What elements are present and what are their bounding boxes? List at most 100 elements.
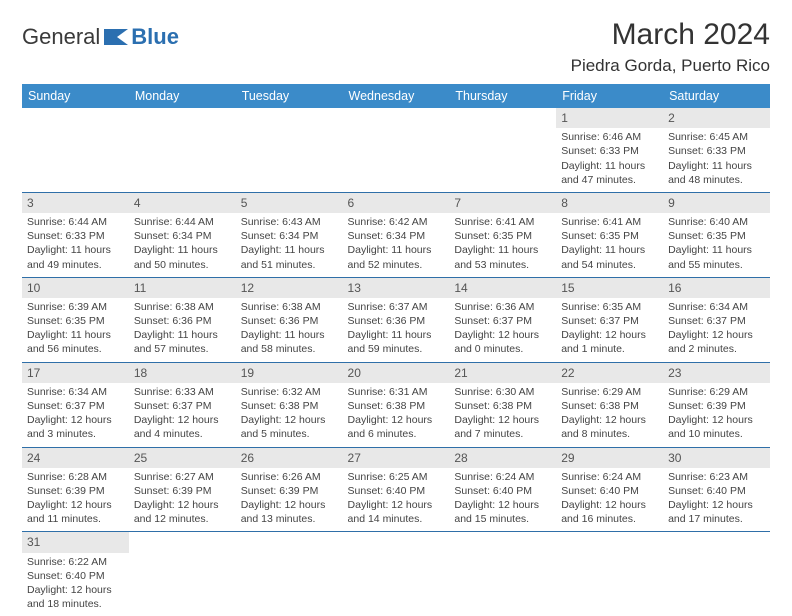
day-number: [343, 108, 450, 128]
sunset-text: Sunset: 6:40 PM: [348, 484, 445, 498]
sunset-text: Sunset: 6:35 PM: [454, 229, 551, 243]
sunset-text: Sunset: 6:38 PM: [348, 399, 445, 413]
calendar-cell: 15Sunrise: 6:35 AMSunset: 6:37 PMDayligh…: [556, 277, 663, 362]
flag-icon: [103, 28, 129, 46]
calendar-cell: [449, 108, 556, 192]
calendar-row: 24Sunrise: 6:28 AMSunset: 6:39 PMDayligh…: [22, 447, 770, 532]
day-number: 25: [129, 448, 236, 468]
daylight-text: Daylight: 12 hours and 14 minutes.: [348, 498, 445, 526]
daylight-text: Daylight: 11 hours and 57 minutes.: [134, 328, 231, 356]
sunrise-text: Sunrise: 6:38 AM: [241, 300, 338, 314]
calendar-cell: 30Sunrise: 6:23 AMSunset: 6:40 PMDayligh…: [663, 447, 770, 532]
calendar-table: Sunday Monday Tuesday Wednesday Thursday…: [22, 84, 770, 616]
sunset-text: Sunset: 6:39 PM: [27, 484, 124, 498]
calendar-cell: [343, 532, 450, 616]
day-number: 8: [556, 193, 663, 213]
day-number: 23: [663, 363, 770, 383]
brand-part2: Blue: [131, 24, 179, 50]
day-number: 13: [343, 278, 450, 298]
calendar-cell: 7Sunrise: 6:41 AMSunset: 6:35 PMDaylight…: [449, 192, 556, 277]
sunrise-text: Sunrise: 6:46 AM: [561, 130, 658, 144]
weekday-header: Thursday: [449, 84, 556, 108]
daylight-text: Daylight: 11 hours and 47 minutes.: [561, 159, 658, 187]
daylight-text: Daylight: 12 hours and 8 minutes.: [561, 413, 658, 441]
calendar-cell: 17Sunrise: 6:34 AMSunset: 6:37 PMDayligh…: [22, 362, 129, 447]
calendar-cell: 23Sunrise: 6:29 AMSunset: 6:39 PMDayligh…: [663, 362, 770, 447]
day-number: 10: [22, 278, 129, 298]
sunset-text: Sunset: 6:36 PM: [348, 314, 445, 328]
calendar-cell: 27Sunrise: 6:25 AMSunset: 6:40 PMDayligh…: [343, 447, 450, 532]
day-number: [556, 532, 663, 552]
sunset-text: Sunset: 6:37 PM: [668, 314, 765, 328]
day-number: 28: [449, 448, 556, 468]
day-number: [449, 532, 556, 552]
sunset-text: Sunset: 6:35 PM: [668, 229, 765, 243]
sunset-text: Sunset: 6:36 PM: [241, 314, 338, 328]
calendar-cell: 24Sunrise: 6:28 AMSunset: 6:39 PMDayligh…: [22, 447, 129, 532]
weekday-header: Friday: [556, 84, 663, 108]
day-number: 16: [663, 278, 770, 298]
day-number: [343, 532, 450, 552]
calendar-cell: 3Sunrise: 6:44 AMSunset: 6:33 PMDaylight…: [22, 192, 129, 277]
daylight-text: Daylight: 12 hours and 2 minutes.: [668, 328, 765, 356]
daylight-text: Daylight: 12 hours and 6 minutes.: [348, 413, 445, 441]
calendar-cell: 21Sunrise: 6:30 AMSunset: 6:38 PMDayligh…: [449, 362, 556, 447]
sunset-text: Sunset: 6:38 PM: [561, 399, 658, 413]
calendar-row: 10Sunrise: 6:39 AMSunset: 6:35 PMDayligh…: [22, 277, 770, 362]
sunset-text: Sunset: 6:34 PM: [241, 229, 338, 243]
calendar-cell: 5Sunrise: 6:43 AMSunset: 6:34 PMDaylight…: [236, 192, 343, 277]
day-number: 29: [556, 448, 663, 468]
daylight-text: Daylight: 12 hours and 4 minutes.: [134, 413, 231, 441]
daylight-text: Daylight: 12 hours and 17 minutes.: [668, 498, 765, 526]
weekday-header: Saturday: [663, 84, 770, 108]
day-number: [129, 108, 236, 128]
day-number: 17: [22, 363, 129, 383]
sunset-text: Sunset: 6:40 PM: [561, 484, 658, 498]
sunset-text: Sunset: 6:37 PM: [561, 314, 658, 328]
daylight-text: Daylight: 12 hours and 10 minutes.: [668, 413, 765, 441]
daylight-text: Daylight: 11 hours and 52 minutes.: [348, 243, 445, 271]
calendar-body: 1Sunrise: 6:46 AMSunset: 6:33 PMDaylight…: [22, 108, 770, 616]
calendar-cell: 9Sunrise: 6:40 AMSunset: 6:35 PMDaylight…: [663, 192, 770, 277]
day-number: [663, 532, 770, 552]
sunrise-text: Sunrise: 6:22 AM: [27, 555, 124, 569]
calendar-cell: [663, 532, 770, 616]
daylight-text: Daylight: 11 hours and 54 minutes.: [561, 243, 658, 271]
day-number: 12: [236, 278, 343, 298]
daylight-text: Daylight: 11 hours and 56 minutes.: [27, 328, 124, 356]
day-number: 21: [449, 363, 556, 383]
day-number: 26: [236, 448, 343, 468]
sunrise-text: Sunrise: 6:30 AM: [454, 385, 551, 399]
day-number: 22: [556, 363, 663, 383]
location-label: Piedra Gorda, Puerto Rico: [571, 56, 770, 76]
calendar-cell: [22, 108, 129, 192]
sunset-text: Sunset: 6:39 PM: [134, 484, 231, 498]
sunrise-text: Sunrise: 6:32 AM: [241, 385, 338, 399]
daylight-text: Daylight: 11 hours and 50 minutes.: [134, 243, 231, 271]
daylight-text: Daylight: 12 hours and 0 minutes.: [454, 328, 551, 356]
day-number: 3: [22, 193, 129, 213]
sunset-text: Sunset: 6:39 PM: [241, 484, 338, 498]
calendar-head: Sunday Monday Tuesday Wednesday Thursday…: [22, 84, 770, 108]
sunrise-text: Sunrise: 6:43 AM: [241, 215, 338, 229]
day-number: 19: [236, 363, 343, 383]
day-number: 6: [343, 193, 450, 213]
sunrise-text: Sunrise: 6:38 AM: [134, 300, 231, 314]
calendar-cell: [129, 532, 236, 616]
calendar-cell: 1Sunrise: 6:46 AMSunset: 6:33 PMDaylight…: [556, 108, 663, 192]
day-number: 31: [22, 532, 129, 552]
page-header: General Blue March 2024 Piedra Gorda, Pu…: [22, 18, 770, 76]
calendar-cell: [343, 108, 450, 192]
sunset-text: Sunset: 6:40 PM: [27, 569, 124, 583]
day-number: [22, 108, 129, 128]
calendar-cell: 26Sunrise: 6:26 AMSunset: 6:39 PMDayligh…: [236, 447, 343, 532]
calendar-cell: 22Sunrise: 6:29 AMSunset: 6:38 PMDayligh…: [556, 362, 663, 447]
day-number: 15: [556, 278, 663, 298]
sunrise-text: Sunrise: 6:35 AM: [561, 300, 658, 314]
day-number: [129, 532, 236, 552]
month-title: March 2024: [571, 18, 770, 52]
daylight-text: Daylight: 12 hours and 16 minutes.: [561, 498, 658, 526]
sunrise-text: Sunrise: 6:42 AM: [348, 215, 445, 229]
day-number: 4: [129, 193, 236, 213]
calendar-cell: [236, 108, 343, 192]
